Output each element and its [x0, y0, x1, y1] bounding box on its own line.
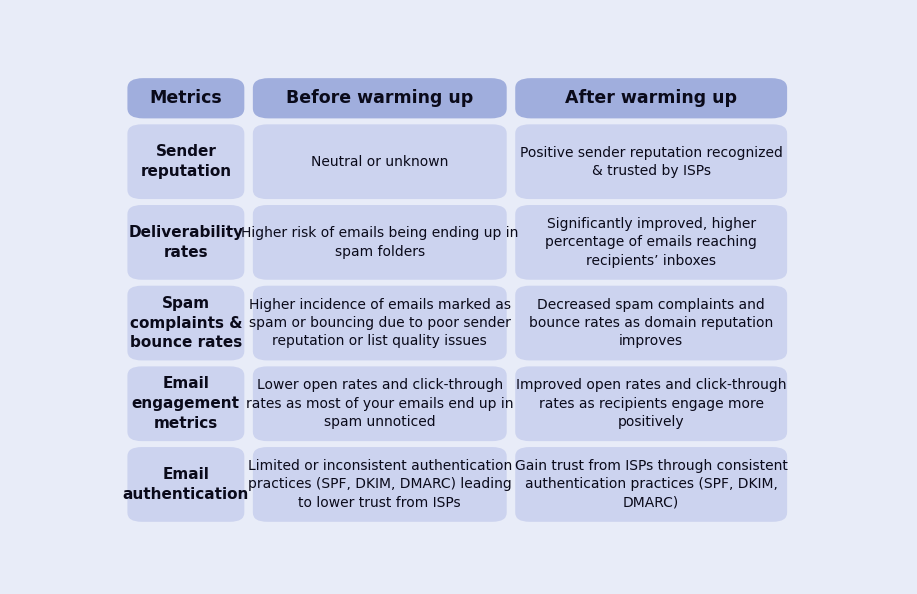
Text: Neutral or unknown: Neutral or unknown: [311, 154, 448, 169]
FancyBboxPatch shape: [253, 205, 507, 280]
Text: Lower open rates and click-through
rates as most of your emails end up in
spam u: Lower open rates and click-through rates…: [246, 378, 514, 429]
Text: Decreased spam complaints and
bounce rates as domain reputation
improves: Decreased spam complaints and bounce rat…: [529, 298, 773, 349]
Text: Limited or inconsistent authentication
practices (SPF, DKIM, DMARC) leading
to l: Limited or inconsistent authentication p…: [248, 459, 512, 510]
Text: Higher risk of emails being ending up in
spam folders: Higher risk of emails being ending up in…: [241, 226, 518, 258]
FancyBboxPatch shape: [127, 366, 244, 441]
Text: Email
authentication: Email authentication: [123, 467, 249, 502]
FancyBboxPatch shape: [515, 205, 787, 280]
Text: Email
engagement
metrics: Email engagement metrics: [132, 377, 240, 431]
FancyBboxPatch shape: [515, 447, 787, 522]
FancyBboxPatch shape: [127, 78, 244, 118]
Text: Improved open rates and click-through
rates as recipients engage more
positively: Improved open rates and click-through ra…: [516, 378, 787, 429]
Text: Metrics: Metrics: [149, 89, 222, 108]
FancyBboxPatch shape: [253, 124, 507, 199]
FancyBboxPatch shape: [127, 124, 244, 199]
FancyBboxPatch shape: [127, 286, 244, 361]
FancyBboxPatch shape: [253, 366, 507, 441]
Text: Before warming up: Before warming up: [286, 89, 473, 108]
Text: Significantly improved, higher
percentage of emails reaching
recipients’ inboxes: Significantly improved, higher percentag…: [546, 217, 757, 268]
FancyBboxPatch shape: [253, 447, 507, 522]
FancyBboxPatch shape: [115, 71, 825, 529]
Text: Positive sender reputation recognized
& trusted by ISPs: Positive sender reputation recognized & …: [520, 146, 782, 178]
FancyBboxPatch shape: [253, 78, 507, 118]
Text: After warming up: After warming up: [565, 89, 737, 108]
Text: Spam
complaints &
bounce rates: Spam complaints & bounce rates: [129, 296, 242, 350]
FancyBboxPatch shape: [253, 286, 507, 361]
Text: Deliverability
rates: Deliverability rates: [128, 225, 243, 260]
FancyBboxPatch shape: [127, 447, 244, 522]
Text: Sender
reputation: Sender reputation: [140, 144, 231, 179]
FancyBboxPatch shape: [515, 124, 787, 199]
FancyBboxPatch shape: [515, 78, 787, 118]
FancyBboxPatch shape: [515, 286, 787, 361]
FancyBboxPatch shape: [515, 366, 787, 441]
Text: Higher incidence of emails marked as
spam or bouncing due to poor sender
reputat: Higher incidence of emails marked as spa…: [249, 298, 511, 349]
Text: Gain trust from ISPs through consistent
authentication practices (SPF, DKIM,
DMA: Gain trust from ISPs through consistent …: [514, 459, 788, 510]
FancyBboxPatch shape: [127, 205, 244, 280]
